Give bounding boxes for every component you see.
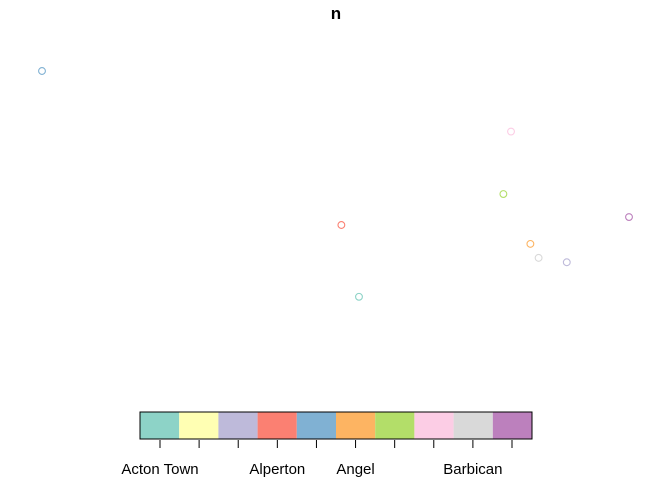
legend-swatch-7	[414, 412, 454, 439]
legend-swatch-3	[257, 412, 297, 439]
data-point-4	[625, 213, 633, 221]
data-point-0	[38, 67, 46, 75]
legend-swatch-4	[296, 412, 336, 439]
color-legend: Acton Town Alperton Angel Barbican	[121, 411, 533, 478]
legend-label-1: Alperton	[249, 461, 305, 478]
legend-swatch-1	[179, 412, 219, 439]
data-point-5	[526, 239, 535, 248]
legend-label-2: Angel	[336, 461, 374, 478]
legend-swatch-2	[218, 412, 258, 439]
data-point-8	[355, 292, 363, 301]
legend-label-3: Barbican	[443, 461, 502, 478]
data-point-2	[499, 190, 508, 198]
data-point-6	[534, 253, 543, 262]
data-point-7	[562, 258, 571, 267]
data-point-1	[507, 127, 515, 136]
legend-label-0: Acton Town	[121, 461, 198, 478]
legend-swatch-0	[140, 412, 180, 439]
chart-title: n	[331, 4, 341, 23]
legend-border	[139, 411, 533, 440]
legend-swatch-6	[375, 412, 415, 439]
data-point-3	[337, 221, 346, 229]
points-group	[38, 67, 633, 301]
legend-swatch-8	[453, 412, 493, 439]
legend-swatch-5	[336, 412, 376, 439]
legend-swatch-9	[492, 412, 532, 439]
